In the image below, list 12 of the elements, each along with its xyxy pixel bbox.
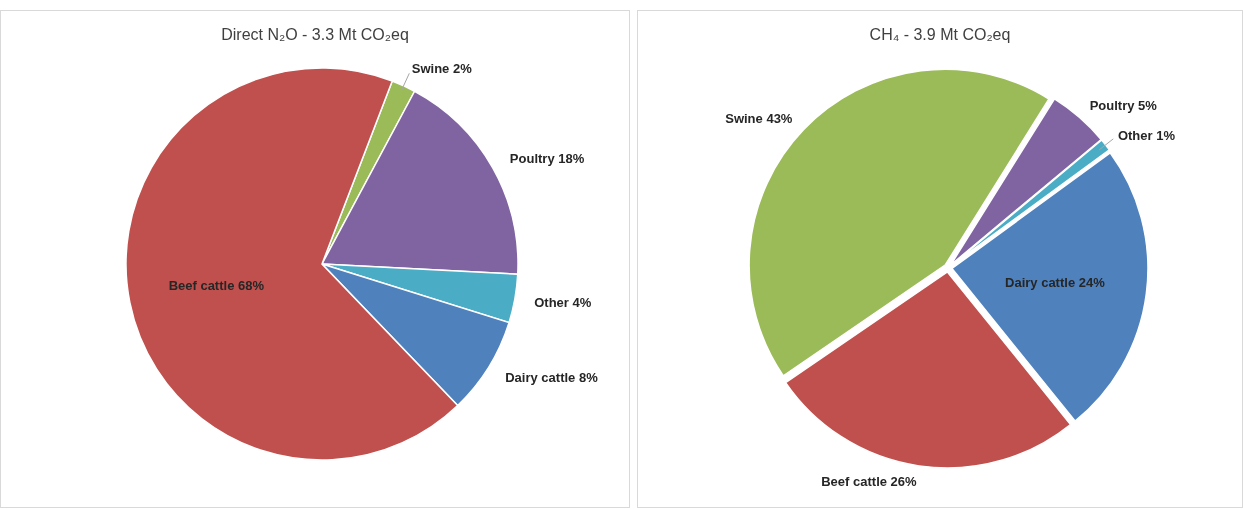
slice-label: Beef cattle 26% <box>821 473 918 489</box>
slice-label: Other 1% <box>1117 127 1176 143</box>
slice-label: Other 4% <box>534 294 592 310</box>
slice-label: Beef cattle 68% <box>168 277 265 293</box>
chart-title: CH₄ - 3.9 Mt CO₂eq <box>869 26 1011 43</box>
slice-label: Swine 43% <box>725 111 793 127</box>
slice-label: Poultry 5% <box>1089 98 1158 114</box>
slice-label: Poultry 18% <box>509 150 585 166</box>
chart-title: Direct N₂O - 3.3 Mt CO₂eq <box>221 26 409 43</box>
slice-label: Swine 2% <box>411 60 473 76</box>
slice-label: Dairy cattle 24% <box>1005 274 1106 290</box>
slice-label: Dairy cattle 8% <box>505 370 599 386</box>
